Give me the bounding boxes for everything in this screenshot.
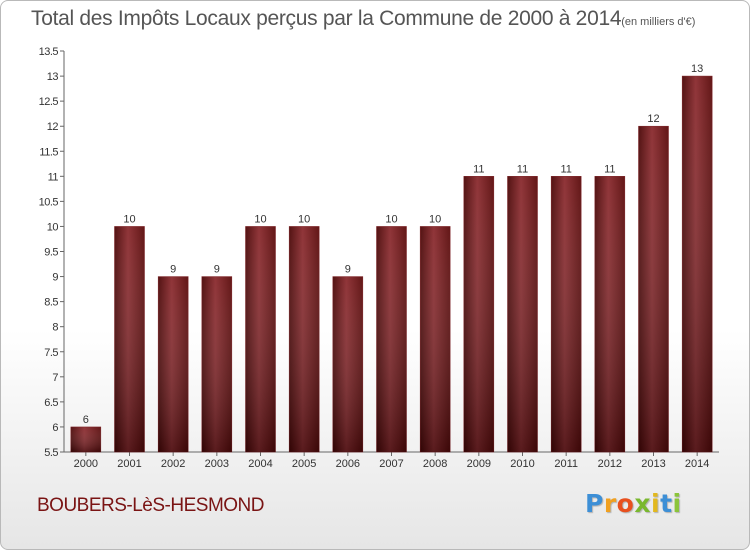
x-tick-label: 2005 — [292, 458, 316, 470]
bar-shade — [114, 226, 145, 452]
y-tick-label: 6 — [52, 422, 58, 434]
title-unit: (en milliers d'€) — [621, 16, 696, 28]
x-tick-label: 2010 — [510, 458, 534, 470]
y-tick-label: 13.5 — [39, 46, 59, 58]
x-tick-label: 2012 — [598, 458, 622, 470]
y-tick-label: 6.5 — [44, 397, 58, 409]
bar-shade — [376, 226, 407, 452]
data-label: 10 — [254, 213, 266, 225]
y-tick-label: 10.5 — [39, 196, 59, 208]
data-label: 10 — [429, 213, 441, 225]
bar-shade — [332, 276, 363, 452]
data-label: 11 — [473, 163, 484, 175]
logo-letter: r — [603, 489, 617, 518]
y-tick-label: 10 — [47, 221, 59, 233]
x-tick-label: 2007 — [379, 458, 403, 470]
bar-shade — [420, 226, 451, 452]
data-label: 10 — [385, 213, 397, 225]
y-tick-label: 9 — [52, 272, 58, 284]
data-label: 10 — [298, 213, 310, 225]
bar-shade — [594, 176, 625, 452]
x-tick-label: 2004 — [248, 458, 272, 470]
y-tick-label: 8.5 — [44, 297, 58, 309]
bar-shade — [158, 276, 189, 452]
logo-letter: o — [616, 489, 635, 518]
data-label: 13 — [691, 63, 703, 75]
data-label: 12 — [647, 113, 659, 125]
x-tick-label: 2006 — [336, 458, 360, 470]
logo-letter: P — [585, 489, 604, 518]
y-tick-label: 7 — [52, 372, 58, 384]
bar-shade — [682, 76, 713, 452]
y-tick-label: 5.5 — [44, 447, 58, 459]
y-axis: 5.5 6 6.5 7 7.5 8 8.5 9 9.5 10 10.5 11 11.5 12 12.5 13 1… — [39, 46, 65, 459]
x-axis: 2000 2001 2002 2003 2004 2005 2006 2007 2008 2009… — [64, 451, 719, 470]
y-tick-label: 11 — [48, 171, 59, 183]
bar-shade — [463, 176, 494, 452]
logo-letter: i — [672, 489, 682, 518]
x-tick-label: 2000 — [74, 458, 98, 470]
x-tick-label: 2014 — [685, 458, 709, 470]
y-tick-label: 7.5 — [44, 347, 58, 359]
bar-shade — [201, 276, 232, 452]
bar-shade — [551, 176, 582, 452]
bar-shade — [638, 126, 669, 452]
y-tick-label: 8 — [52, 322, 58, 334]
x-tick-label: 2011 — [554, 458, 578, 470]
data-label: 9 — [170, 264, 176, 276]
x-tick-label: 2009 — [467, 458, 491, 470]
y-tick-label: 11.5 — [39, 146, 58, 158]
logo-letter: t — [660, 489, 673, 518]
bar-shade — [289, 226, 320, 452]
bars — [70, 75, 713, 453]
data-labels: 6 10 9 9 10 10 9 10 10 11 11 11 11 12 13 — [83, 63, 704, 426]
data-label: 10 — [123, 213, 135, 225]
data-label: 9 — [345, 264, 351, 276]
x-tick-label: 2001 — [117, 458, 141, 470]
bar-shade — [507, 176, 538, 452]
y-tick-label: 12.5 — [39, 96, 59, 108]
x-tick-label: 2002 — [161, 458, 185, 470]
x-tick-label: 2003 — [205, 458, 229, 470]
x-tick-label: 2008 — [423, 458, 447, 470]
proxiti-logo: Proxiti — [585, 489, 682, 518]
title-text: Total des Impôts Locaux perçus par la Co… — [31, 7, 622, 30]
chart-title: Total des Impôts Locaux perçus par la Co… — [31, 7, 695, 31]
bar-shade — [70, 426, 101, 452]
data-label: 11 — [560, 163, 571, 175]
y-tick-label: 13 — [47, 71, 59, 83]
data-label: 11 — [517, 163, 528, 175]
commune-name: BOUBERS-LèS-HESMOND — [37, 495, 265, 516]
bar-shade — [245, 226, 276, 452]
logo-letter: i — [651, 489, 661, 518]
x-tick-label: 2013 — [641, 458, 665, 470]
logo-letter: x — [634, 489, 651, 518]
data-label: 9 — [214, 264, 220, 276]
data-label: 6 — [83, 414, 89, 426]
data-label: 11 — [604, 163, 615, 175]
y-tick-label: 9.5 — [44, 247, 58, 259]
y-tick-label: 12 — [47, 121, 59, 133]
